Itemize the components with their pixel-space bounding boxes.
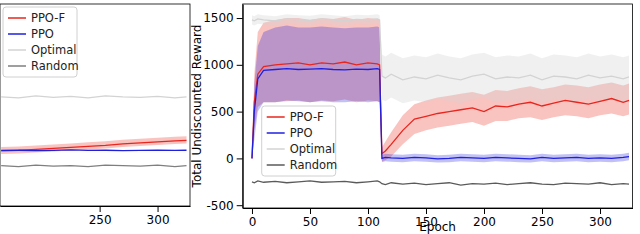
legend: PPO-F PPO Optimal Random [3, 7, 79, 77]
x-axis: 250 300 [1, 206, 191, 227]
tick-label: 0 [249, 215, 257, 229]
legend-label: PPO [31, 27, 54, 41]
legend-swatch [267, 132, 285, 134]
tick: 250 [89, 206, 112, 227]
tick-mark [542, 208, 543, 214]
tick-mark [237, 205, 243, 206]
legend-label: PPO-F [290, 110, 324, 124]
tick-label: 250 [531, 215, 554, 229]
tick-mark [100, 206, 101, 212]
tick-label: 1000 [203, 58, 234, 72]
band [1, 136, 186, 154]
tick: 100 [357, 208, 380, 229]
tick: 250 [531, 208, 554, 229]
tick-label: 300 [147, 213, 170, 227]
figure: 250300PPO-FPPOOptimalRandom0501001502002… [0, 0, 640, 234]
tick-label: 1500 [203, 11, 234, 25]
legend-swatch [267, 164, 285, 166]
series-line [1, 165, 186, 167]
tick: 0 [226, 152, 243, 166]
legend-swatch [8, 65, 26, 67]
legend-swatch [8, 17, 26, 19]
tick: 300 [589, 208, 612, 229]
tick-mark [310, 208, 311, 214]
tick-label: 0 [226, 152, 234, 166]
legend-swatch [267, 148, 285, 150]
tick-mark [158, 206, 159, 212]
series-line [252, 19, 629, 80]
series-line [1, 140, 186, 151]
tick: 0 [249, 208, 257, 229]
tick-label: 200 [473, 215, 496, 229]
axis-line [1, 206, 191, 207]
series-line [252, 181, 629, 185]
tick-mark [600, 208, 601, 214]
plot-frame [0, 4, 190, 206]
tick-mark [368, 208, 369, 214]
tick-label: 100 [357, 215, 380, 229]
plot-area [1, 96, 186, 167]
tick-label: 50 [303, 215, 318, 229]
band [252, 14, 629, 103]
y-axis-title: Total Undiscounted Reward [190, 25, 204, 189]
tick-label: 500 [211, 105, 234, 119]
tick-mark [237, 65, 243, 66]
tick-mark [484, 208, 485, 214]
legend-label: PPO-F [31, 11, 65, 25]
series-line [1, 149, 186, 151]
series-line [252, 69, 629, 159]
legend-label: Random [31, 59, 79, 73]
x-axis-title: Epoch [419, 220, 456, 234]
tick: 500 [211, 105, 243, 119]
chart: 050100150200250300-500050010001500EpochT… [190, 4, 633, 234]
legend-swatch [8, 33, 26, 35]
axis-line [243, 208, 633, 209]
series-line [1, 96, 186, 98]
tick-label: -500 [206, 199, 233, 213]
legend: PPO-F PPO Optimal Random [262, 106, 338, 176]
tick: 1500 [203, 11, 243, 25]
tick: 50 [303, 208, 318, 229]
chart: 250 300 PPO-F PPO Optimal Random [0, 4, 191, 227]
plot-area [252, 14, 629, 185]
tick-label: 250 [89, 213, 112, 227]
tick-label: 300 [589, 215, 612, 229]
tick-mark [237, 112, 243, 113]
legend-label: PPO [290, 126, 313, 140]
tick-mark [237, 158, 243, 159]
legend-label: Optimal [31, 43, 77, 57]
legend-swatch [267, 116, 285, 118]
axis-line [243, 5, 244, 209]
tick: 200 [473, 208, 496, 229]
y-axis: -500 0 500 1000 1500 [203, 5, 243, 213]
tick: 300 [147, 206, 170, 227]
tick: -500 [206, 199, 242, 213]
tick: 1000 [203, 58, 243, 72]
tick-mark [237, 18, 243, 19]
legend-label: Optimal [290, 142, 336, 156]
plot-frame [243, 4, 633, 208]
tick-mark [426, 208, 427, 214]
legend-label: Random [290, 158, 338, 172]
legend-swatch [8, 49, 26, 51]
tick-mark [252, 208, 253, 214]
